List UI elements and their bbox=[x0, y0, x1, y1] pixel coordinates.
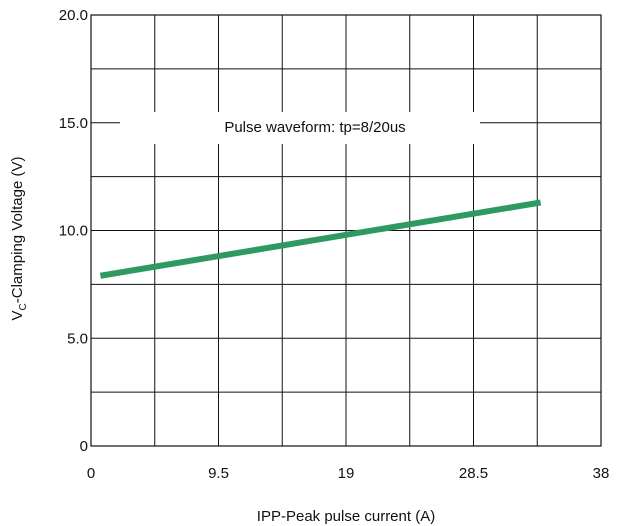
y-tick-labels: 0 5.0 10.0 15.0 20.0 bbox=[59, 7, 88, 455]
y-axis-label-subscript: C bbox=[18, 303, 29, 310]
x-tick-labels: 0 9.5 19 28.5 38 bbox=[87, 465, 610, 482]
x-tick-label: 38 bbox=[593, 465, 610, 482]
annotation-text: Pulse waveform: tp=8/20us bbox=[224, 119, 405, 136]
annotation-background bbox=[120, 112, 480, 144]
x-tick-label: 0 bbox=[87, 465, 95, 482]
y-axis-label-suffix: -Clamping Voltage (V) bbox=[9, 157, 26, 304]
y-axis-label: VC-Clamping Voltage (V) bbox=[9, 157, 29, 321]
x-axis-label: IPP-Peak pulse current (A) bbox=[257, 508, 435, 525]
y-tick-label: 15.0 bbox=[59, 115, 88, 132]
y-tick-label: 5.0 bbox=[67, 330, 88, 347]
x-tick-label: 9.5 bbox=[208, 465, 229, 482]
y-tick-label: 10.0 bbox=[59, 223, 88, 240]
grid bbox=[91, 15, 601, 446]
y-axis-label-prefix: V bbox=[9, 310, 26, 320]
series-line bbox=[99, 199, 542, 279]
plot-frame bbox=[90, 14, 602, 447]
series-group bbox=[99, 199, 542, 279]
y-tick-label: 0 bbox=[80, 438, 88, 455]
x-tick-label: 19 bbox=[338, 465, 355, 482]
x-tick-label: 28.5 bbox=[459, 465, 488, 482]
y-tick-label: 20.0 bbox=[59, 7, 88, 24]
